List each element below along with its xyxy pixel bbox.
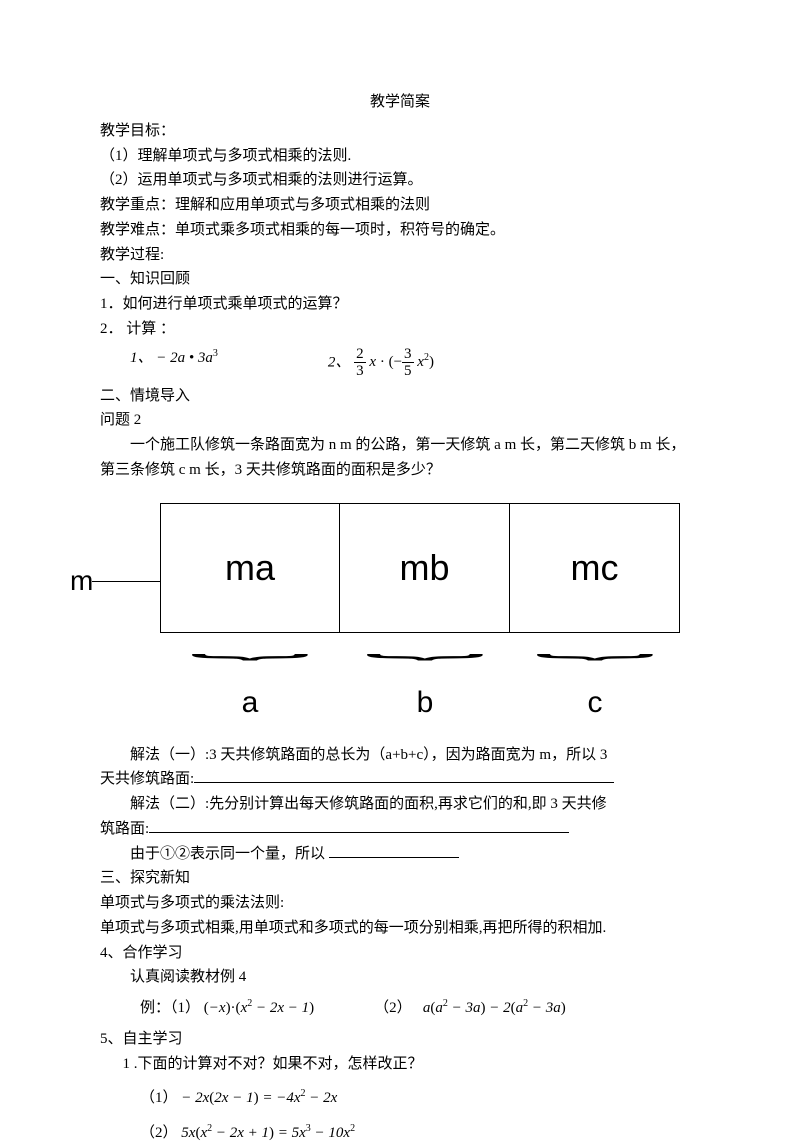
solution-1-line1: 解法（一）:3 天共修筑路面的总长为（a+b+c），因为路面宽为 m，所以 3 xyxy=(100,743,700,768)
section-5-q: 1 .下面的计算对不对？如果不对，怎样改正？ xyxy=(100,1052,700,1077)
diagram-m-line xyxy=(92,581,160,582)
formula-2-label: 2、 xyxy=(328,354,351,370)
formula-1-label: 1、 xyxy=(130,350,153,366)
label-a: a xyxy=(160,678,340,728)
solution-1-prefix: 天共修筑路面: xyxy=(100,771,194,787)
rule-title: 单项式与多项式的乘法法则: xyxy=(100,891,700,916)
diagram-boxes: ma mb mc xyxy=(160,503,680,633)
blank-line-2 xyxy=(149,832,569,833)
blank-line-1 xyxy=(194,782,614,783)
label-c: c xyxy=(510,678,680,728)
exercise-2: （2） 5x(x2 − 2x + 1) = 5x3 − 10x2 xyxy=(140,1121,700,1146)
formula-2: 2、 23 x · (−35 x2) xyxy=(328,346,434,380)
area-diagram: m ma mb mc ⏟ ⏟ ⏟ a b c xyxy=(100,503,700,733)
blank-line-3 xyxy=(329,857,459,858)
brace-b: ⏟ xyxy=(365,636,485,650)
objective-2: （2）运用单项式与多项式相乘的法则进行运算。 xyxy=(100,168,700,193)
objectives-heading: 教学目标： xyxy=(100,119,700,144)
conclusion-text: 由于①②表示同一个量，所以 xyxy=(130,846,325,862)
solution-2-line2: 筑路面: xyxy=(100,817,700,842)
examples-row: 例：（1） (−x)·(x2 − 2x − 1) （2） a(a2 − 3a) … xyxy=(140,996,700,1021)
solution-2-line1: 解法（二）:先分别计算出每天修筑路面的面积,再求它们的和,即 3 天共修 xyxy=(100,792,700,817)
section-2-heading: 二、情境导入 xyxy=(100,384,700,409)
exercise-1-num: （1） xyxy=(140,1090,178,1106)
section-1-q2: 2． 计算 ： xyxy=(100,317,700,342)
exercise-1: （1） − 2x(2x − 1) = −4x2 − 2x xyxy=(140,1086,700,1111)
diagram-m-label: m xyxy=(70,558,93,604)
process-heading: 教学过程: xyxy=(100,243,700,268)
example-1: 例：（1） (−x)·(x2 − 2x − 1) xyxy=(140,996,314,1021)
box-mc: mc xyxy=(510,503,680,633)
conclusion-line: 由于①②表示同一个量，所以 xyxy=(100,842,700,867)
section-4-heading: 4、合作学习 xyxy=(100,941,700,966)
objective-1: （1）理解单项式与多项式相乘的法则. xyxy=(100,144,700,169)
frac1-num: 2 xyxy=(354,346,366,364)
key-point: 教学重点：理解和应用单项式与多项式相乘的法则 xyxy=(100,193,700,218)
brace-c: ⏟ xyxy=(535,636,655,650)
solution-2-prefix: 筑路面: xyxy=(100,821,149,837)
example-label: 例： xyxy=(140,1000,170,1016)
section-5-heading: 5、自主学习 xyxy=(100,1027,700,1052)
formula-1: 1、 − 2a • 3a3 xyxy=(130,346,218,380)
example-1-num: （1） xyxy=(170,1000,200,1016)
frac2-den: 5 xyxy=(402,363,414,380)
problem-2-label: 问题 2 xyxy=(100,408,700,433)
section-1-heading: 一、知识回顾 xyxy=(100,267,700,292)
solution-1-line2: 天共修筑路面: xyxy=(100,767,700,792)
exercise-2-num: （2） xyxy=(140,1125,178,1141)
frac2-num: 3 xyxy=(402,346,414,364)
doc-title: 教学简案 xyxy=(100,90,700,115)
brace-a: ⏟ xyxy=(190,636,310,650)
box-mb: mb xyxy=(340,503,510,633)
label-b: b xyxy=(340,678,510,728)
diagram-abc-labels: a b c xyxy=(160,678,680,728)
problem-desc-1: 一个施工队修筑一条路面宽为 n m 的公路，第一天修筑 a m 长，第二天修筑 … xyxy=(100,433,700,458)
example-2: （2） a(a2 − 3a) − 2(a2 − 3a) xyxy=(374,996,566,1021)
frac1-den: 3 xyxy=(354,363,366,380)
section-4-text: 认真阅读教材例 4 xyxy=(100,965,700,990)
formula-row: 1、 − 2a • 3a3 2、 23 x · (−35 x2) xyxy=(130,346,700,380)
difficulty: 教学难点：单项式乘多项式相乘的每一项时，积符号的确定。 xyxy=(100,218,700,243)
problem-desc-2: 第三条修筑 c m 长，3 天共修筑路面的面积是多少？ xyxy=(100,458,700,483)
section-1-q1: 1．如何进行单项式乘单项式的运算？ xyxy=(100,292,700,317)
section-3-heading: 三、探究新知 xyxy=(100,866,700,891)
box-ma: ma xyxy=(160,503,340,633)
diagram-braces: ⏟ ⏟ ⏟ xyxy=(160,633,680,663)
example-2-num: （2） xyxy=(374,1000,412,1016)
rule-content: 单项式与多项式相乘,用单项式和多项式的每一项分别相乘,再把所得的积相加. xyxy=(100,916,700,941)
